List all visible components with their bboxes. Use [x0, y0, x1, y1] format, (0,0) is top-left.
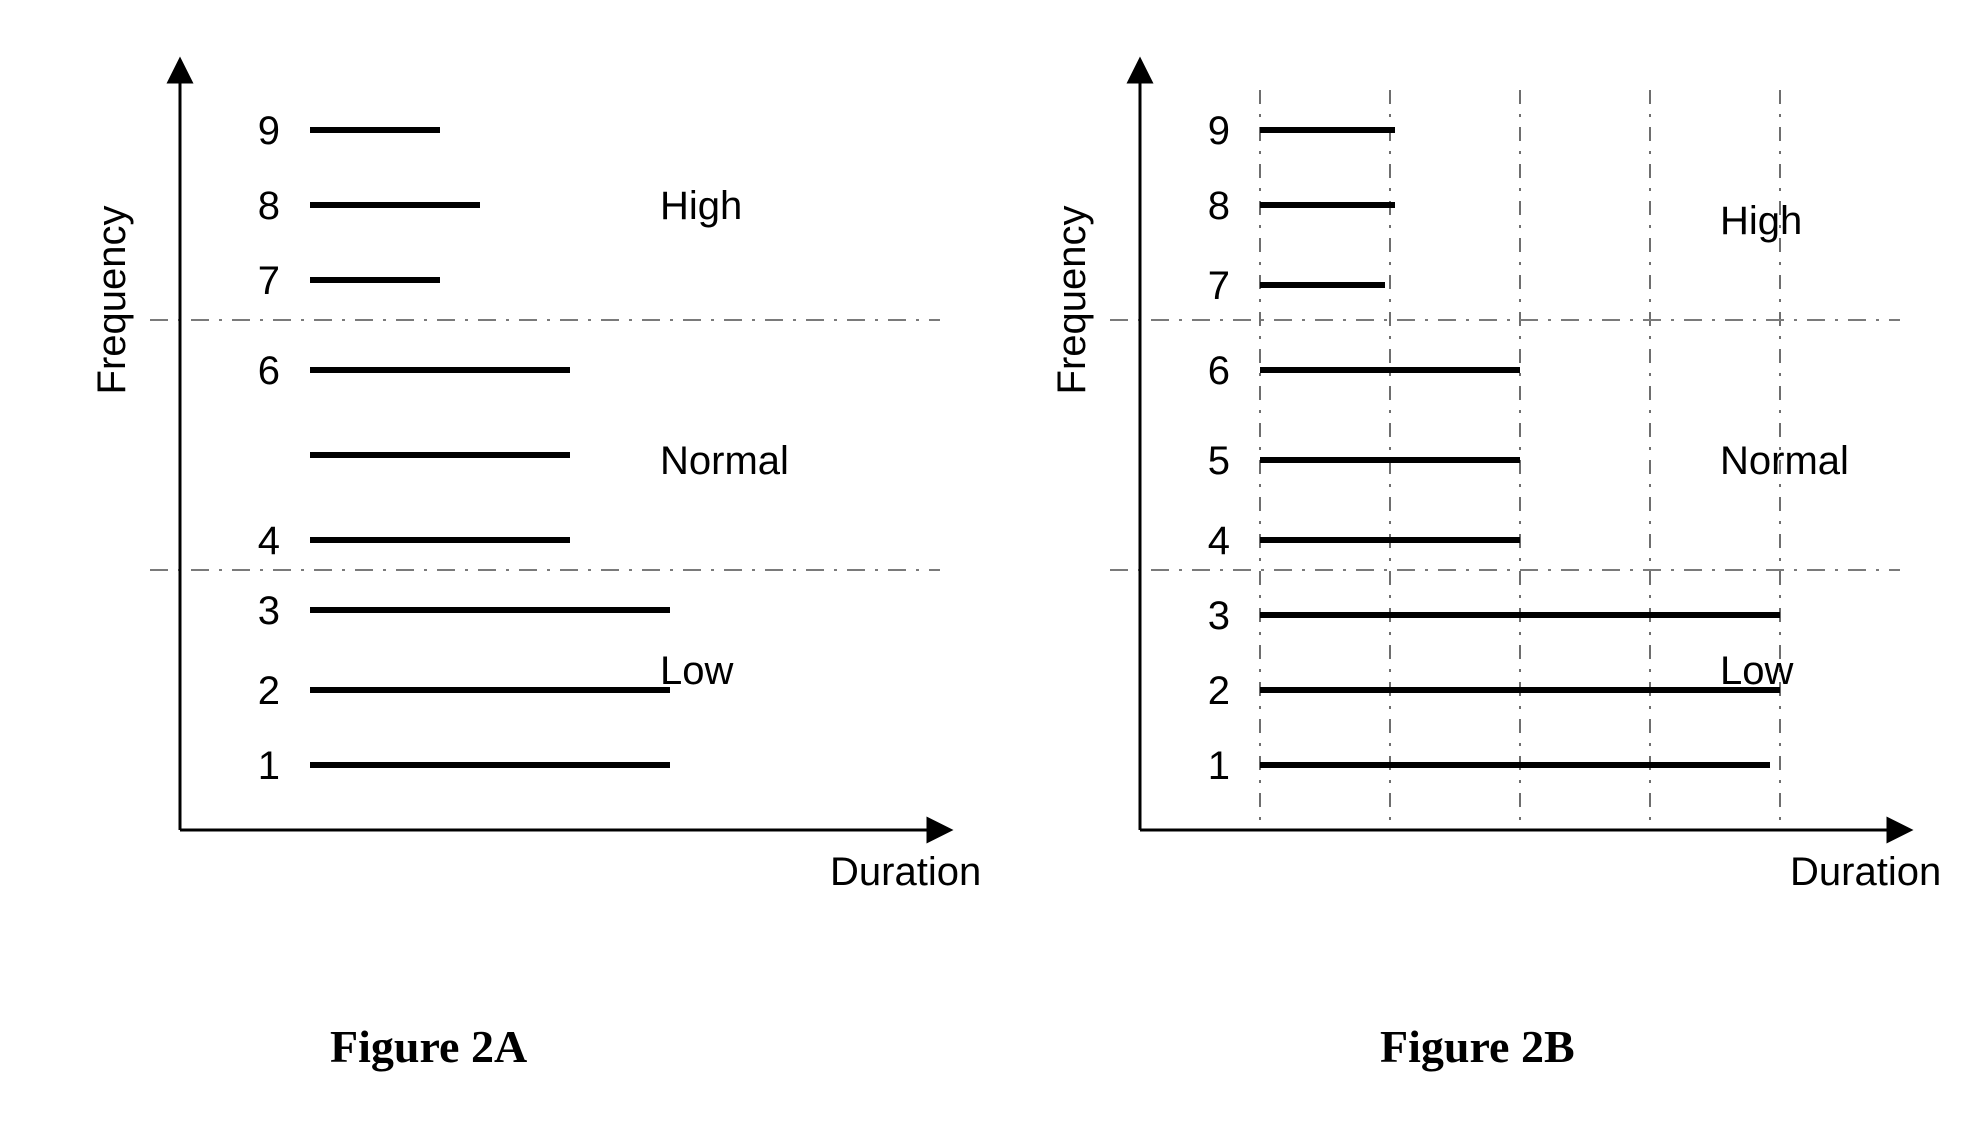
x-axis-label: Duration [1790, 850, 1941, 890]
bar-number-label: 8 [258, 184, 280, 228]
bar-number-label: 1 [1208, 744, 1230, 788]
region-label: Normal [1720, 439, 1849, 483]
figure-2b-panel: Frequency Duration High Normal Low 9 8 7 6 5 4 3 2 1 [1020, 30, 1950, 890]
figure-2b-chart: Frequency Duration High Normal Low 9 8 7 6 5 4 3 2 1 [1020, 30, 1950, 890]
region-label: Low [1720, 649, 1793, 693]
x-axis-label: Duration [830, 850, 981, 890]
bar-number-label: 3 [258, 589, 280, 633]
figure-2a-chart: Frequency Duration High Normal Low 9 8 7 6 4 3 2 1 [60, 30, 990, 890]
bar-number-label: 7 [1208, 264, 1230, 308]
bar-number-label: 6 [1208, 349, 1230, 393]
bar-number-label: 4 [258, 519, 280, 563]
bar-number-label: 2 [1208, 669, 1230, 713]
bar-number-label: 2 [258, 669, 280, 713]
bar-number-label: 8 [1208, 184, 1230, 228]
bar-number-label: 1 [258, 744, 280, 788]
y-axis-label: Frequency [90, 206, 134, 395]
region-label: Normal [660, 439, 789, 483]
bar-number-label: 4 [1208, 519, 1230, 563]
y-axis-label: Frequency [1050, 206, 1094, 395]
bar-number-label: 9 [258, 109, 280, 153]
bar-number-label: 7 [258, 259, 280, 303]
bar-number-label: 3 [1208, 594, 1230, 638]
bar-number-label: 6 [258, 349, 280, 393]
bar-number-label: 5 [1208, 439, 1230, 483]
figure-2a-panel: Frequency Duration High Normal Low 9 8 7 6 4 3 2 1 [60, 30, 990, 890]
region-label: Low [660, 649, 733, 693]
page-root: Frequency Duration High Normal Low 9 8 7 6 4 3 2 1 F… [0, 0, 1988, 1137]
region-label: High [660, 184, 742, 228]
figure-2b-caption: Figure 2B [1380, 1020, 1575, 1073]
bar-number-label: 9 [1208, 109, 1230, 153]
figure-2a-caption: Figure 2A [330, 1020, 527, 1073]
region-label: High [1720, 199, 1802, 243]
